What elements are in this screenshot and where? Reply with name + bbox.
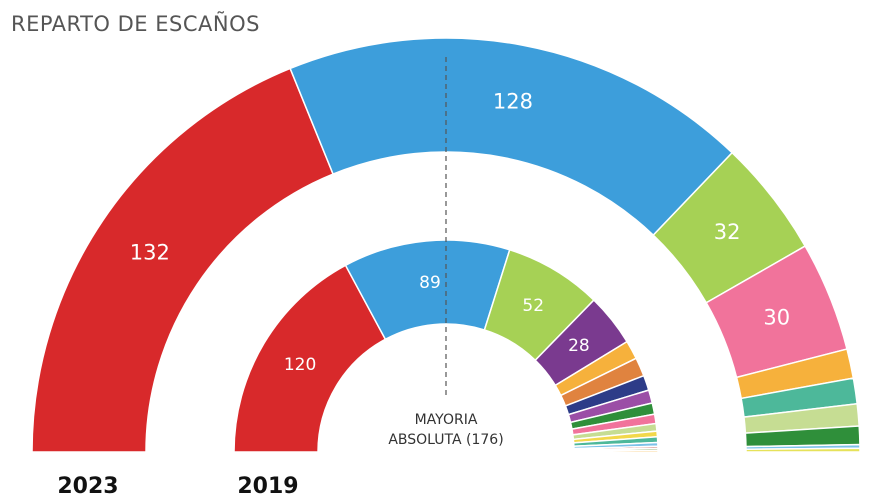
seat-label-2023-3: 30 <box>763 306 790 330</box>
seat-label-2023-2: 32 <box>714 220 741 244</box>
hemicycle-rings: 132 128 32 30 120 89 52 28 <box>31 37 861 453</box>
seat-label-2023-0: 132 <box>130 241 170 265</box>
seat-label-2019-0: 120 <box>284 355 316 375</box>
seat-slice-2023-9 <box>745 447 861 453</box>
chart-title: REPARTO DE ESCAÑOS <box>11 10 260 36</box>
seat-label-2019-1: 89 <box>419 273 441 293</box>
seat-label-2019-2: 52 <box>522 296 544 316</box>
year-label-2019: 2019 <box>237 474 298 495</box>
seat-label-2023-1: 128 <box>493 89 533 113</box>
majority-label-line2: ABSOLUTA (176) <box>388 432 503 448</box>
year-label-2023: 2023 <box>57 474 118 495</box>
majority-label-line1: MAYORIA <box>415 412 478 428</box>
seat-slice-2019-16 <box>573 449 659 453</box>
seat-slice-2023-1 <box>289 37 734 237</box>
seat-label-2019-3: 28 <box>568 336 590 356</box>
